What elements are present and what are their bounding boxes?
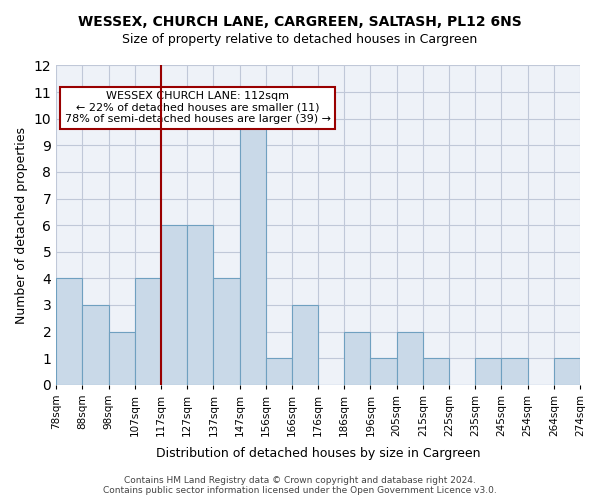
Bar [554,358,580,384]
Bar [161,225,187,384]
Bar [397,332,423,384]
Text: Contains HM Land Registry data © Crown copyright and database right 2024.
Contai: Contains HM Land Registry data © Crown c… [103,476,497,495]
Bar [423,358,449,384]
Text: Size of property relative to detached houses in Cargreen: Size of property relative to detached ho… [122,32,478,46]
Bar [56,278,82,384]
Text: WESSEX CHURCH LANE: 112sqm
← 22% of detached houses are smaller (11)
78% of semi: WESSEX CHURCH LANE: 112sqm ← 22% of deta… [65,91,331,124]
X-axis label: Distribution of detached houses by size in Cargreen: Distribution of detached houses by size … [156,447,481,460]
Bar [82,305,109,384]
Bar [344,332,370,384]
Bar [187,225,214,384]
Bar [370,358,397,384]
Bar [214,278,239,384]
Y-axis label: Number of detached properties: Number of detached properties [15,126,28,324]
Bar [266,358,292,384]
Bar [475,358,502,384]
Bar [135,278,161,384]
Bar [292,305,318,384]
Text: WESSEX, CHURCH LANE, CARGREEN, SALTASH, PL12 6NS: WESSEX, CHURCH LANE, CARGREEN, SALTASH, … [78,15,522,29]
Bar [239,118,266,384]
Bar [109,332,135,384]
Bar [502,358,527,384]
